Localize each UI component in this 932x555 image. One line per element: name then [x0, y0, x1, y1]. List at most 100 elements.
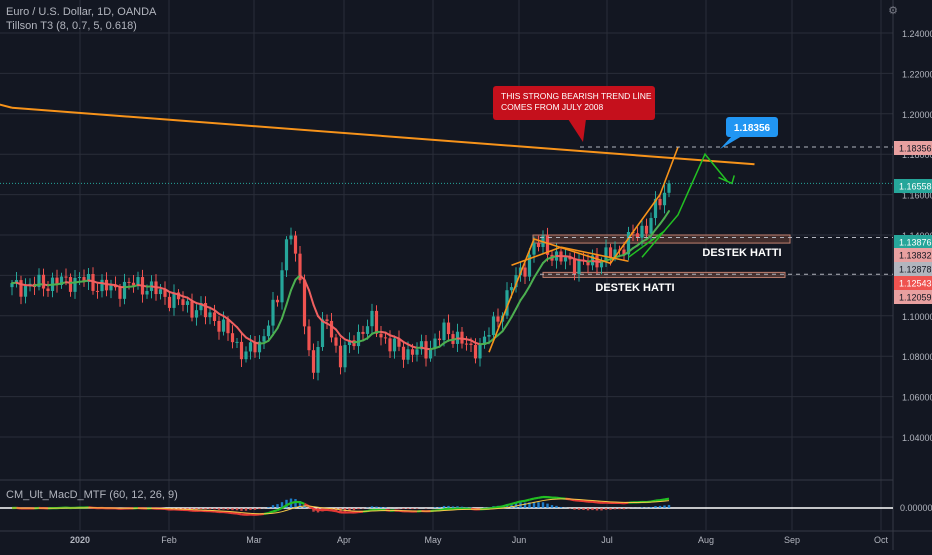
- macd-histogram-bar: [524, 503, 526, 508]
- macd-histogram-bar: [546, 504, 548, 508]
- macd-line-segment: [188, 510, 193, 511]
- macd-line-segment: [507, 504, 512, 505]
- candle-body: [226, 320, 229, 334]
- candle-body: [195, 310, 198, 317]
- symbol-title: Euro / U.S. Dollar, 1D, OANDA: [6, 6, 156, 18]
- candle-body: [438, 339, 441, 340]
- candle-body: [267, 326, 270, 337]
- candle-body: [433, 339, 436, 349]
- candle-body: [271, 300, 274, 326]
- macd-signal-segment: [543, 500, 548, 501]
- candle-body: [231, 333, 234, 342]
- macd-histogram-bar: [582, 508, 584, 510]
- macd-histogram-bar: [555, 506, 557, 508]
- macd-histogram-bar: [537, 502, 539, 508]
- candle-body: [307, 326, 310, 350]
- candle-body: [465, 344, 468, 345]
- macd-histogram-bar: [659, 506, 661, 508]
- macd-histogram-bar: [258, 508, 260, 509]
- x-tick-label: Mar: [246, 535, 262, 545]
- candle-body: [573, 259, 576, 274]
- macd-line-segment: [660, 500, 665, 501]
- macd-signal-segment: [314, 507, 319, 508]
- macd-histogram-bar: [254, 508, 256, 510]
- macd-histogram-bar: [416, 508, 418, 509]
- x-tick-label: Aug: [698, 535, 714, 545]
- candle-body: [393, 339, 396, 352]
- candle-body: [330, 321, 333, 338]
- macd-histogram-bar: [609, 508, 611, 510]
- candle-body: [492, 316, 495, 335]
- macd-histogram-bar: [209, 508, 211, 509]
- macd-histogram-bar: [371, 506, 373, 508]
- macd-histogram-bar: [245, 508, 247, 511]
- macd-histogram-bar: [591, 508, 593, 510]
- macd-histogram-bar: [344, 508, 346, 511]
- target-callout-text: 1.18356: [734, 123, 771, 134]
- macd-histogram-bar: [213, 508, 215, 509]
- candle-body: [24, 286, 27, 297]
- candle-body: [172, 292, 175, 307]
- macd-line-segment: [593, 502, 598, 503]
- macd-line-segment: [516, 501, 521, 502]
- price-tag-text: 1.16558: [899, 182, 932, 192]
- macd-histogram-bar: [551, 505, 553, 508]
- macd-histogram-bar: [596, 508, 598, 510]
- macd-signal-segment: [273, 513, 278, 514]
- macd-line-segment: [336, 511, 341, 512]
- candle-body: [208, 312, 211, 317]
- candle-body: [280, 270, 283, 302]
- candle-body: [415, 349, 418, 354]
- candle-body: [262, 336, 265, 341]
- candle-body: [316, 347, 319, 373]
- macd-histogram-bar: [438, 507, 440, 508]
- macd-line-segment: [228, 513, 233, 514]
- settings-gear-icon[interactable]: ⚙: [888, 4, 898, 17]
- macd-line-segment: [332, 510, 337, 511]
- macd-histogram-bar: [240, 508, 242, 511]
- candle-body: [339, 346, 342, 368]
- macd-histogram-bar: [272, 505, 274, 508]
- candle-body: [118, 287, 121, 299]
- candle-body: [645, 226, 648, 234]
- macd-line-segment: [494, 507, 499, 508]
- macd-histogram-bar: [204, 508, 206, 509]
- macd-line-segment: [584, 501, 589, 502]
- candle-body: [361, 332, 364, 334]
- macd-histogram-bar: [600, 508, 602, 510]
- macd-histogram-bar: [375, 507, 377, 508]
- candle-body: [100, 280, 103, 291]
- macd-line-segment: [215, 511, 220, 512]
- macd-signal-segment: [309, 506, 314, 507]
- candle-body: [312, 350, 315, 373]
- y-tick-label: 1.08000: [902, 352, 932, 362]
- macd-histogram-bar: [353, 508, 355, 510]
- macd-line-segment: [503, 505, 508, 506]
- macd-histogram-bar: [276, 504, 278, 508]
- candle-body: [370, 311, 373, 326]
- macd-signal-segment: [318, 507, 323, 508]
- trend-note-text: COMES FROM JULY 2008: [501, 102, 603, 112]
- candle-body: [222, 320, 225, 332]
- macd-histogram-bar: [668, 505, 670, 508]
- macd-histogram-bar: [447, 506, 449, 508]
- macd-histogram-bar: [407, 508, 409, 509]
- candle-body: [127, 282, 130, 283]
- macd-signal-segment: [300, 506, 305, 507]
- candle-body: [145, 291, 148, 295]
- macd-histogram-bar: [578, 508, 580, 510]
- candle-body: [123, 282, 126, 299]
- macd-histogram-bar: [236, 508, 238, 510]
- macd-line-segment: [291, 502, 296, 503]
- macd-histogram-bar: [542, 502, 544, 508]
- macd-histogram-bar: [641, 507, 643, 508]
- macd-histogram-bar: [434, 507, 436, 508]
- macd-histogram-bar: [654, 506, 656, 508]
- macd-histogram-bar: [650, 507, 652, 508]
- macd-histogram-bar: [587, 508, 589, 510]
- candle-body: [159, 289, 162, 294]
- macd-line-segment: [530, 499, 535, 500]
- macd-line-segment: [237, 514, 242, 515]
- x-tick-label: Feb: [161, 535, 177, 545]
